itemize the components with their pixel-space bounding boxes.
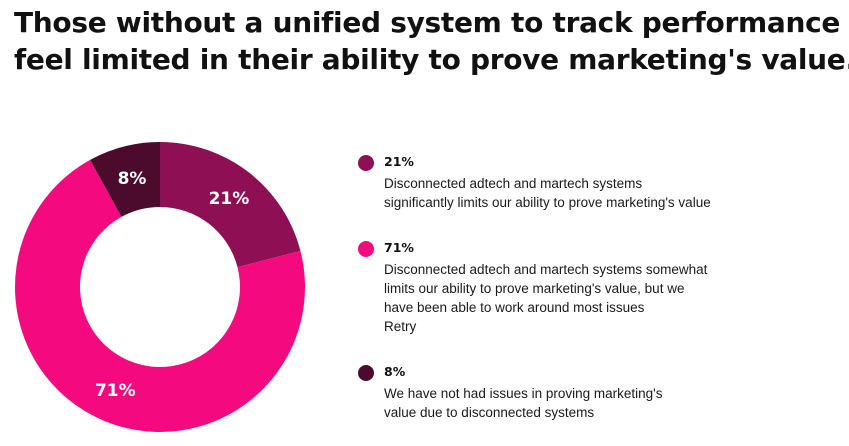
legend-text-line: Retry <box>384 319 417 334</box>
chart-title-line-1: Those without a unified system to track … <box>14 6 841 39</box>
slice-label-71: 71% <box>95 381 136 401</box>
legend-percent-21: 21% <box>384 154 414 169</box>
legend-percent-71: 71% <box>384 240 414 255</box>
legend-text-71: Disconnected adtech and martech systems … <box>384 260 804 336</box>
legend-percent-8: 8% <box>384 364 406 379</box>
legend-swatch-21 <box>358 155 374 171</box>
legend-text-line: value due to disconnected systems <box>384 405 595 420</box>
slice-label-21: 21% <box>209 189 250 209</box>
legend-text-line: limits our ability to prove marketing's … <box>384 281 685 296</box>
legend-text-line: Disconnected adtech and martech systems <box>384 176 643 191</box>
legend-text-line: We have not had issues in proving market… <box>384 386 663 401</box>
legend-text-21: Disconnected adtech and martech systems … <box>384 174 804 212</box>
donut-slice-71 <box>14 159 305 432</box>
legend-swatch-8 <box>358 365 374 381</box>
legend-swatch-71 <box>358 241 374 257</box>
donut-slice-21 <box>160 142 301 268</box>
legend-text-line: have been able to work around most issue… <box>384 300 645 315</box>
legend-text-8: We have not had issues in proving market… <box>384 384 804 422</box>
donut-chart: 21% 71% 8% <box>14 142 305 432</box>
chart-title-line-2: feel limited in their ability to prove m… <box>14 43 849 76</box>
legend-text-line: Disconnected adtech and martech systems … <box>384 262 708 277</box>
legend-text-line: significantly limits our ability to prov… <box>384 195 711 210</box>
donut-slice-8 <box>90 142 160 217</box>
slice-label-8: 8% <box>118 169 147 189</box>
chart-title: Those without a unified system to track … <box>14 4 849 78</box>
